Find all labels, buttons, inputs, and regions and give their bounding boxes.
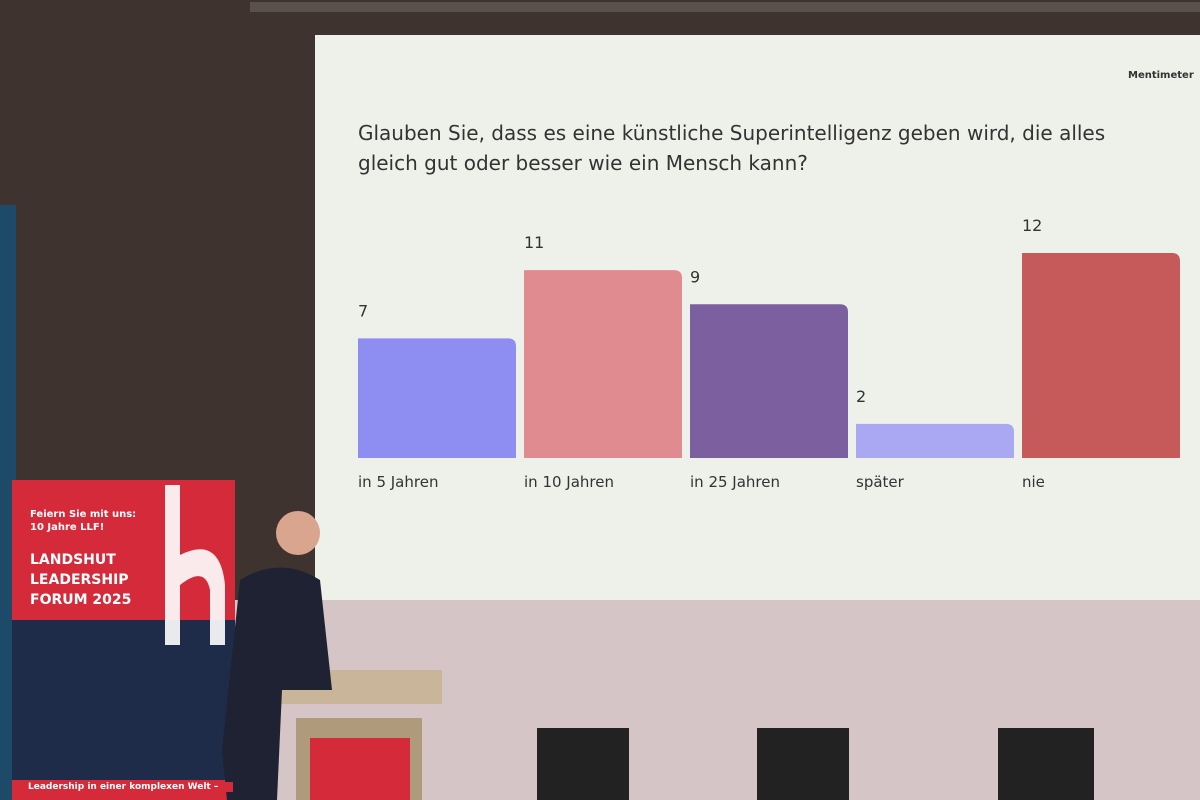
category-label: in 25 Jahren xyxy=(690,473,780,491)
value-label: 7 xyxy=(358,301,368,320)
banner-event: LANDSHUT LEADERSHIP FORUM 2025 xyxy=(30,552,132,608)
chart-title: Glauben Sie, dass es eine künstliche Sup… xyxy=(358,121,1106,175)
banner-footer: Leadership in einer komplexen Welt – xyxy=(28,782,233,792)
category-label: später xyxy=(856,473,905,491)
category-label: in 5 Jahren xyxy=(358,473,438,491)
screen-housing xyxy=(250,2,1200,12)
value-label: 12 xyxy=(1022,216,1042,235)
chair xyxy=(998,728,1094,800)
bar xyxy=(856,423,1014,458)
banner-logo xyxy=(165,485,225,645)
bar xyxy=(1022,253,1180,458)
category-label: in 10 Jahren xyxy=(524,473,614,491)
value-label: 2 xyxy=(856,387,866,406)
banner-tagline: Feiern Sie mit uns: 10 Jahre LLF! xyxy=(30,509,137,533)
bar xyxy=(524,270,682,458)
banner-map xyxy=(12,620,235,780)
speaker-body xyxy=(222,567,332,800)
lectern-sign xyxy=(310,738,410,800)
value-label: 11 xyxy=(524,233,544,252)
chair xyxy=(757,728,849,800)
bar xyxy=(358,338,516,458)
chair xyxy=(537,728,629,800)
bar xyxy=(690,304,848,458)
value-label: 9 xyxy=(690,267,700,286)
brand-logo: Mentimeter xyxy=(1128,70,1194,81)
speaker-head xyxy=(276,511,320,555)
category-label: nie xyxy=(1022,473,1045,491)
